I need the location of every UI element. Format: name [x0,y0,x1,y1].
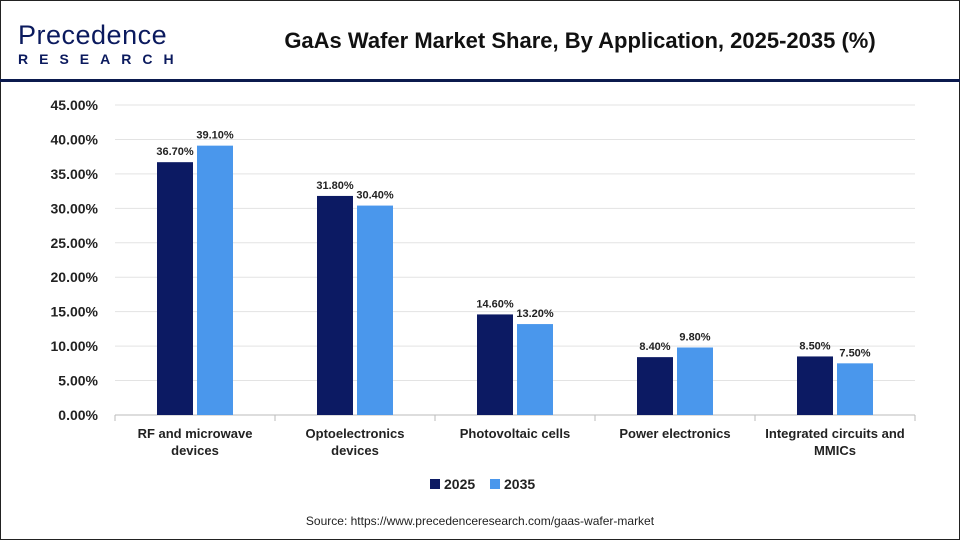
y-tick-label: 20.00% [51,269,99,285]
legend-label: 2025 [444,476,475,492]
x-tick-label: Integrated circuits and [765,426,904,441]
data-label: 14.60% [476,298,514,310]
x-tick-label: MMICs [814,443,856,458]
source-note: Source: https://www.precedenceresearch.c… [305,514,655,528]
bar-2035 [357,205,393,415]
y-tick-label: 10.00% [51,338,99,354]
x-tick-label: Power electronics [619,426,730,441]
bar-2025 [157,162,193,415]
bar-2035 [837,363,873,415]
data-label: 31.80% [316,180,354,192]
y-tick-label: 40.00% [51,131,99,147]
legend-swatch-2035 [490,479,500,489]
legend-swatch-2025 [430,479,440,489]
logo: Precedence RESEARCH [18,20,185,68]
bar-2035 [677,347,713,415]
x-tick-label: devices [171,443,219,458]
data-label: 9.80% [679,331,710,343]
data-label: 13.20% [516,308,554,320]
x-tick-label: RF and microwave [138,426,253,441]
bar-2025 [797,356,833,415]
bar-2025 [637,357,673,415]
x-tick-label: Photovoltaic cells [460,426,571,441]
y-tick-label: 25.00% [51,235,99,251]
x-tick-label: Optoelectronics [306,426,405,441]
data-label: 8.50% [799,340,830,352]
data-label: 8.40% [639,341,670,353]
logo-line2: RESEARCH [18,51,185,67]
logo-line1: Precedence [18,20,168,50]
y-tick-label: 5.00% [58,373,98,389]
data-label: 39.10% [196,130,234,142]
y-tick-label: 45.00% [51,97,99,113]
y-tick-label: 35.00% [51,166,99,182]
x-tick-label: devices [331,443,379,458]
y-tick-label: 0.00% [58,407,98,423]
data-label: 30.40% [356,190,394,202]
y-tick-label: 30.00% [51,200,99,216]
bar-2025 [477,314,513,415]
bar-2035 [197,145,233,415]
bar-2035 [517,324,553,415]
data-label: 36.70% [156,146,194,158]
header-divider [0,79,960,82]
legend-label: 2035 [504,476,535,492]
data-label: 7.50% [839,347,870,359]
chart-title: GaAs Wafer Market Share, By Application,… [284,28,876,53]
y-tick-label: 15.00% [51,304,99,320]
bar-2025 [317,195,353,415]
